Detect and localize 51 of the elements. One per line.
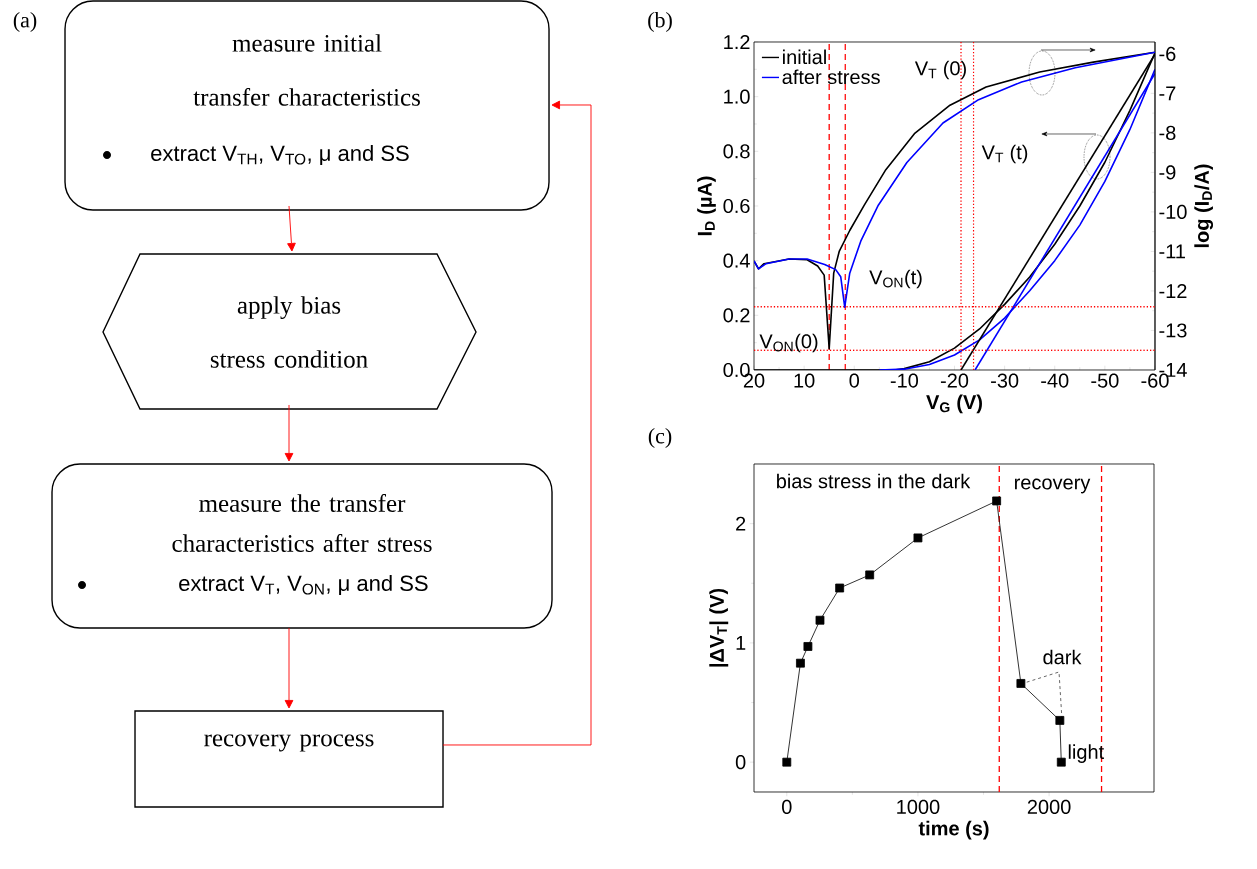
y2-tick-label: -7 [1159, 86, 1176, 101]
y2-axis-title: log (I$_{D}$/A) [1194, 164, 1214, 248]
x-tick-label: 2000 [1027, 799, 1071, 814]
text: (c) [648, 428, 672, 448]
text: measure the transfer characteristics after stress [172, 494, 432, 552]
x-tick-label: -40 [1041, 373, 1069, 388]
y-axis-title: |ΔV$_{T}$| (V) [709, 588, 729, 667]
legend-label: after stress [782, 69, 880, 85]
annotation: V$_{T}$ (t) [981, 144, 1028, 164]
y-tick-label: 0.2 [723, 308, 750, 323]
annotation: light [1068, 744, 1105, 763]
annotation: dark [1043, 649, 1082, 665]
y2-tick-label: -9 [1159, 165, 1176, 180]
x-axis-title: V$_{G}$ (V) [926, 394, 982, 414]
y2-tick-label: -11 [1159, 244, 1185, 259]
y2-tick-label: -8 [1159, 125, 1176, 140]
y-tick-label: 1.2 [724, 35, 750, 49]
y-axis-title: I$_{D}$ (µA) [697, 176, 716, 236]
y-tick-label: 1.0 [724, 89, 750, 104]
annotation: V$_{ON}$(t) [869, 269, 922, 289]
y-tick-label: 1 [736, 636, 746, 650]
x-tick-label: -20 [940, 373, 969, 388]
annotation: V$_{T}$ (0) [914, 60, 966, 80]
x-tick-label: 1000 [897, 799, 940, 814]
annotation: V$_{ON}$(0) [759, 333, 818, 353]
y-tick-label: 0 [735, 755, 746, 770]
text: extract V$_{TH}$, V$_{TO}$, μ and SS [151, 144, 409, 166]
x-tick-label: -10 [890, 373, 919, 388]
y2-tick-label: -13 [1159, 323, 1187, 338]
y2-tick-label: -6 [1159, 46, 1176, 61]
text: (a) [13, 12, 37, 32]
x-tick-label: 10 [794, 373, 815, 388]
y-tick-label: 0.6 [723, 198, 750, 214]
x-tick-label: 0 [849, 373, 860, 388]
text: measure initial transfer characteristics [193, 34, 420, 106]
x-axis-title: time (s) [918, 820, 989, 840]
text: recovery process [204, 734, 374, 752]
text: extract V$_{T}$, V$_{ON}$, μ and SS [179, 574, 428, 596]
y-tick-label: 0.4 [723, 253, 750, 268]
x-tick-label: -50 [1091, 373, 1119, 388]
x-tick-label: -30 [991, 373, 1019, 388]
text: (b) [648, 12, 672, 32]
y2-tick-label: -12 [1159, 283, 1187, 298]
y-tick-label: 2 [736, 516, 746, 531]
legend-label: initial [783, 49, 826, 65]
y2-tick-label: -10 [1159, 204, 1187, 219]
x-tick-label: 0 [782, 799, 792, 814]
text: apply bias stress condition [210, 296, 368, 368]
annotation: bias stress in the dark [777, 473, 971, 489]
annotation: recovery [1015, 478, 1091, 494]
y-tick-label: 0.8 [723, 144, 750, 159]
